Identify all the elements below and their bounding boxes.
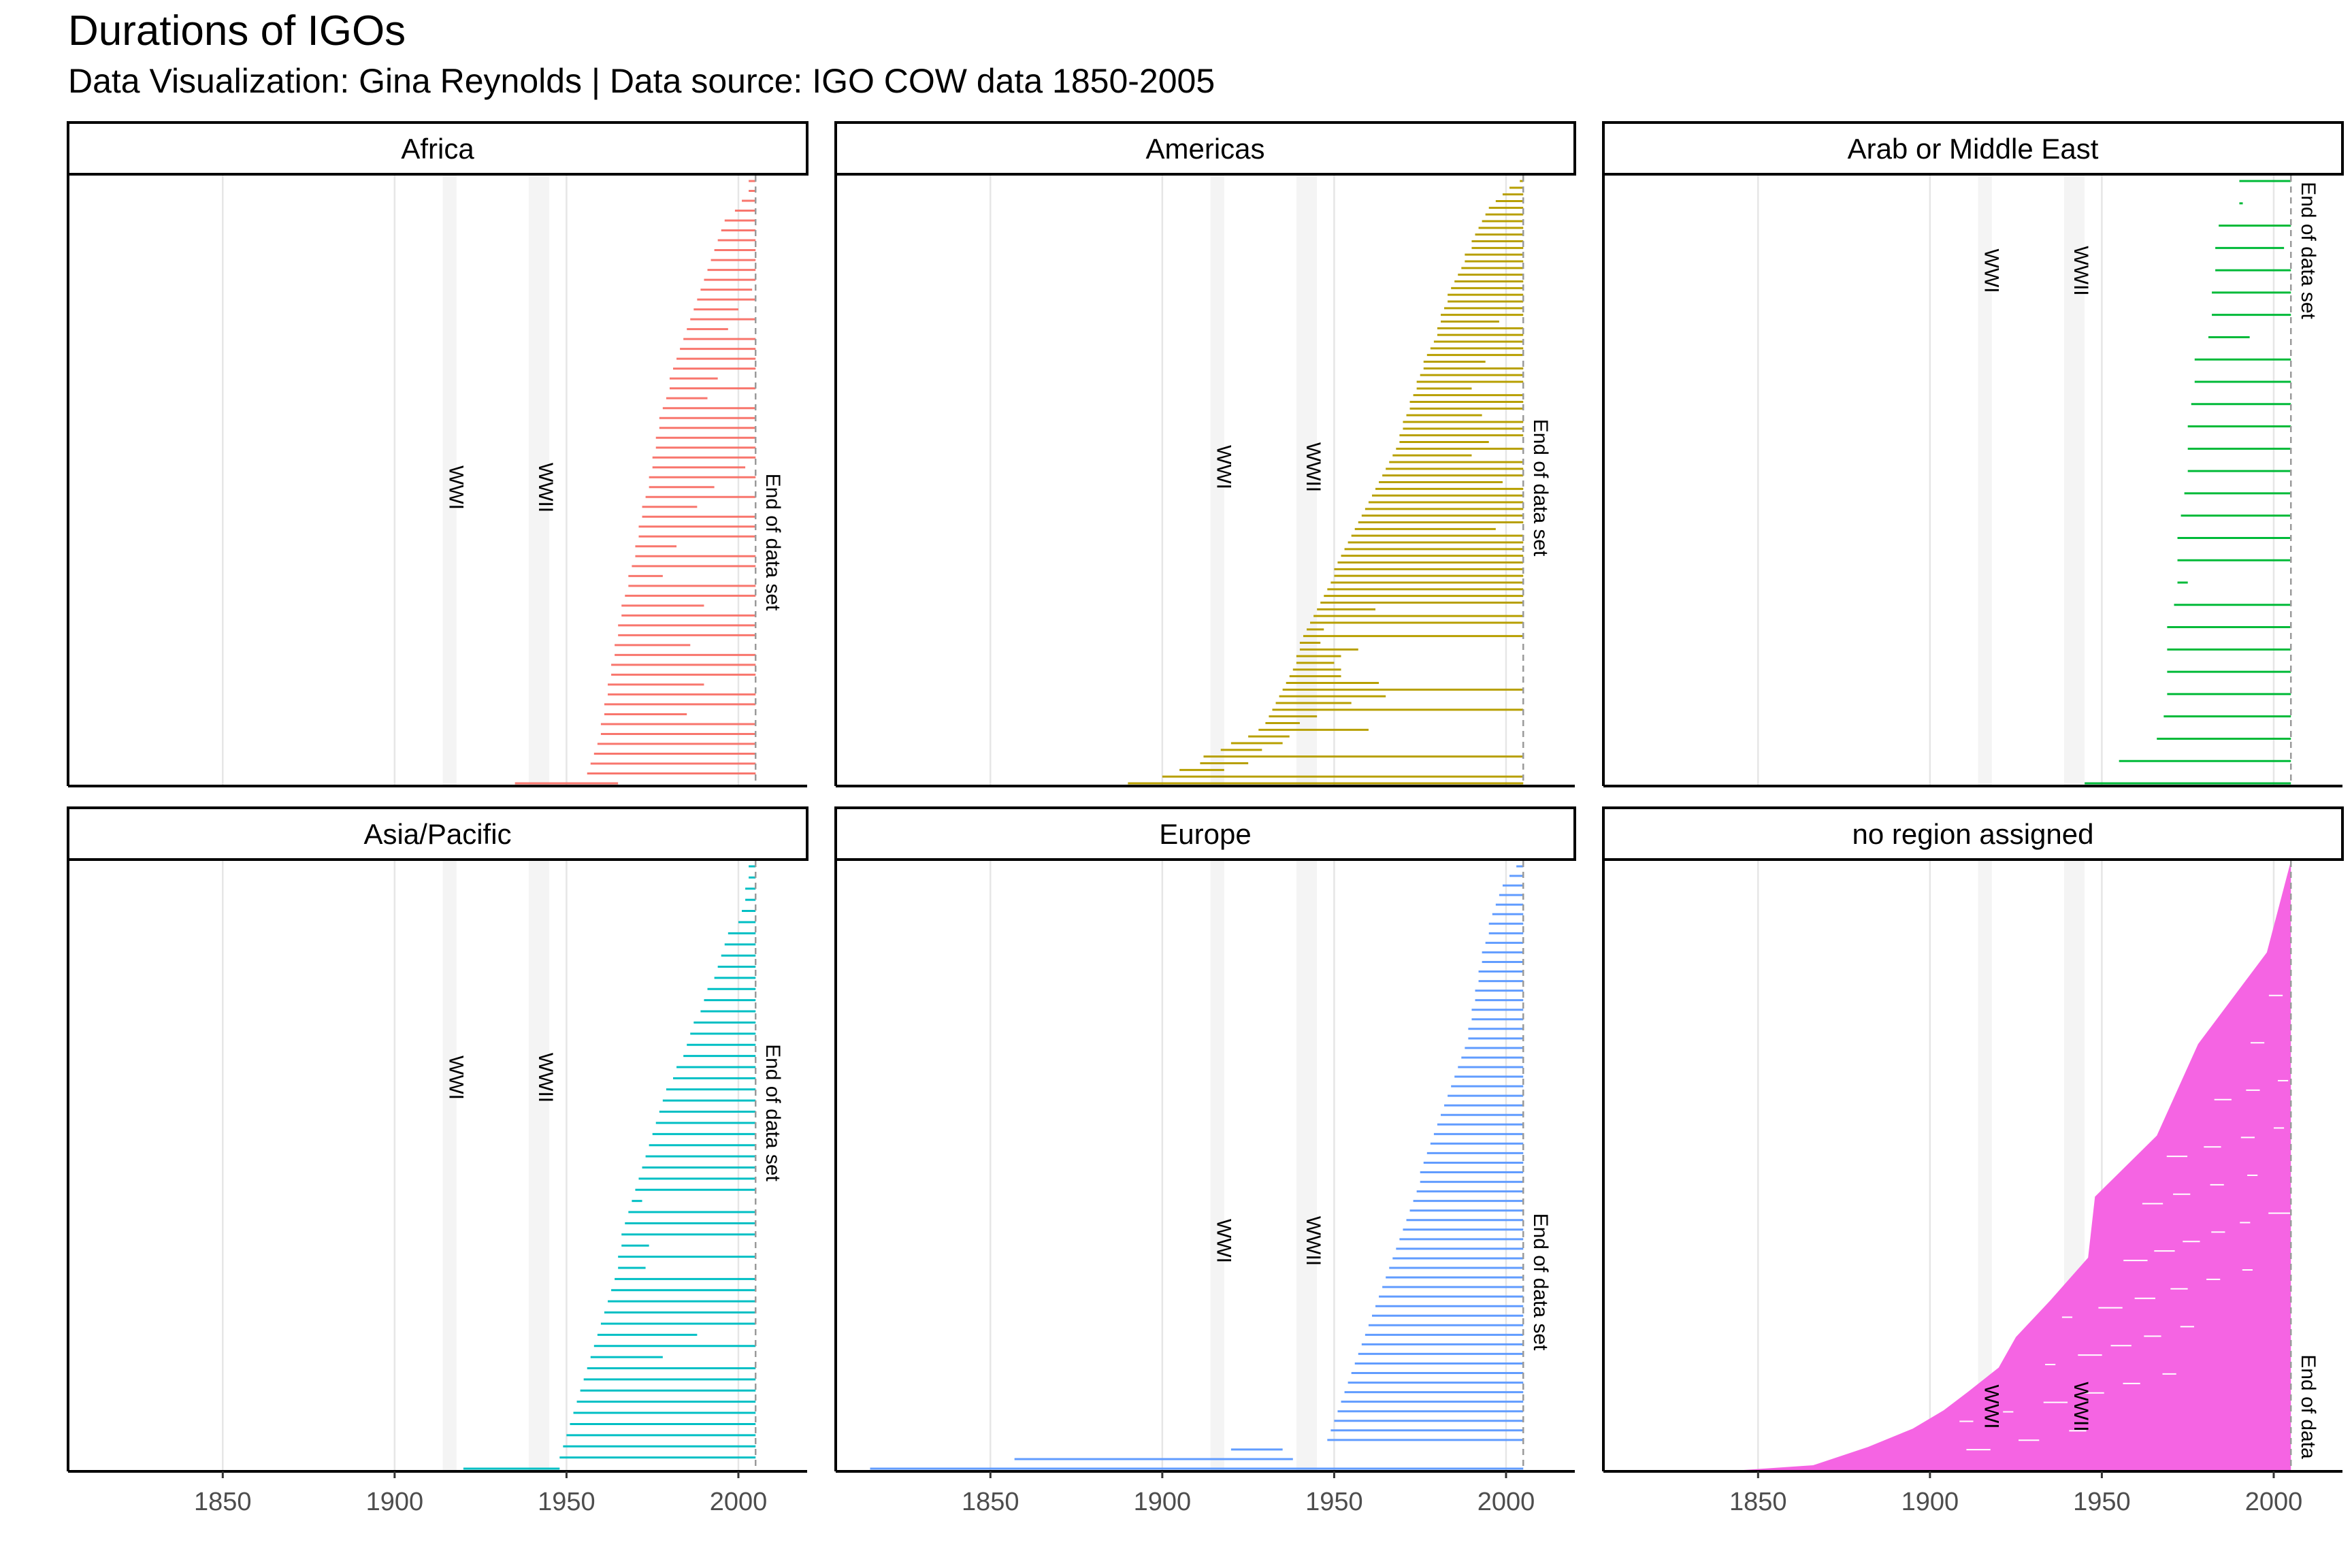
facet-africa: Africa WWI WWII End of data set	[67, 121, 808, 787]
x-tick-label: 2000	[2245, 1488, 2303, 1516]
facet-strip	[834, 806, 1576, 861]
facet-strip	[1602, 121, 2344, 176]
shade-wwi	[1978, 861, 1992, 1471]
facet-strip	[1602, 806, 2344, 861]
shade-wwii	[528, 861, 550, 1471]
x-tick-label: 1850	[962, 1488, 1019, 1516]
end-of-data-label: End of data set	[1529, 419, 1552, 557]
facet-americas: Americas WWI WWII End of data set	[834, 121, 1576, 787]
facet-strip	[67, 121, 808, 176]
series-no-region-assigned	[1723, 861, 2291, 1471]
x-tick-label: 2000	[1477, 1488, 1535, 1516]
end-of-data-label: End of data set	[762, 1044, 784, 1181]
war-label-wwii: WWII	[534, 1053, 557, 1102]
facet-strip	[834, 121, 1576, 176]
war-label-wwi: WWI	[445, 1056, 468, 1100]
shade-wwi	[1978, 176, 1992, 786]
war-label-wwii: WWII	[1302, 442, 1324, 492]
end-of-data-label: End of data set	[1529, 1213, 1552, 1351]
shade-wwi	[1210, 861, 1224, 1471]
facet-strip	[67, 806, 808, 861]
series-asia-pacific	[463, 865, 756, 1470]
facet-no-region-assigned: no region assigned WWI WWII End of data 1850…	[1602, 806, 2344, 1516]
war-label-wwii: WWII	[534, 463, 557, 512]
facet-strip-label: Asia/Pacific	[363, 818, 511, 850]
x-tick-label: 1850	[1729, 1488, 1787, 1516]
shade-wwii	[2063, 176, 2085, 786]
shade-wwii	[528, 176, 550, 786]
x-tick-label: 1950	[1305, 1488, 1363, 1516]
x-tick-label: 2000	[710, 1488, 768, 1516]
shade-wwii	[1296, 176, 1318, 786]
war-label-wwii: WWII	[2070, 1382, 2092, 1431]
facet-strip-label: Europe	[1159, 818, 1251, 850]
chart-subtitle: Data Visualization: Gina Reynolds | Data…	[68, 62, 1215, 100]
x-tick-label: 1900	[1134, 1488, 1192, 1516]
series-arab-or-middle-east	[2085, 180, 2291, 785]
war-label-wwi: WWI	[1213, 445, 1235, 489]
x-tick-label: 1900	[366, 1488, 424, 1516]
facet-asia-pacific: Asia/Pacific WWI WWII End of data set 1850 19…	[67, 806, 808, 1516]
facet-strip-label: Africa	[401, 133, 474, 165]
series-americas	[1128, 180, 1524, 785]
shade-wwii	[1296, 861, 1318, 1471]
war-label-wwii: WWII	[1302, 1216, 1324, 1266]
chart-title: Durations of IGOs	[68, 7, 406, 54]
facet-arab-or-middle-east: Arab or Middle East WWI WWII End of data se…	[1602, 121, 2344, 787]
war-label-wwi: WWI	[1213, 1219, 1235, 1263]
band-area	[1723, 861, 2291, 1471]
x-tick-label: 1850	[194, 1488, 252, 1516]
facet-europe: Europe WWI WWII End of data set 1850 1900 1950…	[834, 806, 1576, 1516]
x-tick-label: 1950	[538, 1488, 595, 1516]
war-label-wwi: WWI	[445, 466, 468, 510]
facet-strip-label: Americas	[1145, 133, 1264, 165]
x-tick-label: 1900	[1901, 1488, 1959, 1516]
end-of-data-label: End of data set	[2297, 182, 2319, 319]
series-europe	[870, 865, 1524, 1470]
end-of-data-label: End of data set	[762, 474, 784, 611]
end-of-data-label: End of data	[2297, 1354, 2319, 1459]
war-label-wwi: WWI	[1980, 249, 2003, 293]
series-africa	[514, 180, 756, 785]
shade-wwi	[442, 176, 457, 786]
x-tick-label: 1950	[2073, 1488, 2131, 1516]
war-label-wwii: WWII	[2070, 246, 2092, 295]
war-label-wwi: WWI	[1980, 1385, 2003, 1429]
facet-strip-label: no region assigned	[1852, 818, 2094, 850]
shade-wwi	[442, 861, 457, 1471]
shade-wwi	[1210, 176, 1224, 786]
facet-strip-label: Arab or Middle East	[1848, 133, 2099, 165]
